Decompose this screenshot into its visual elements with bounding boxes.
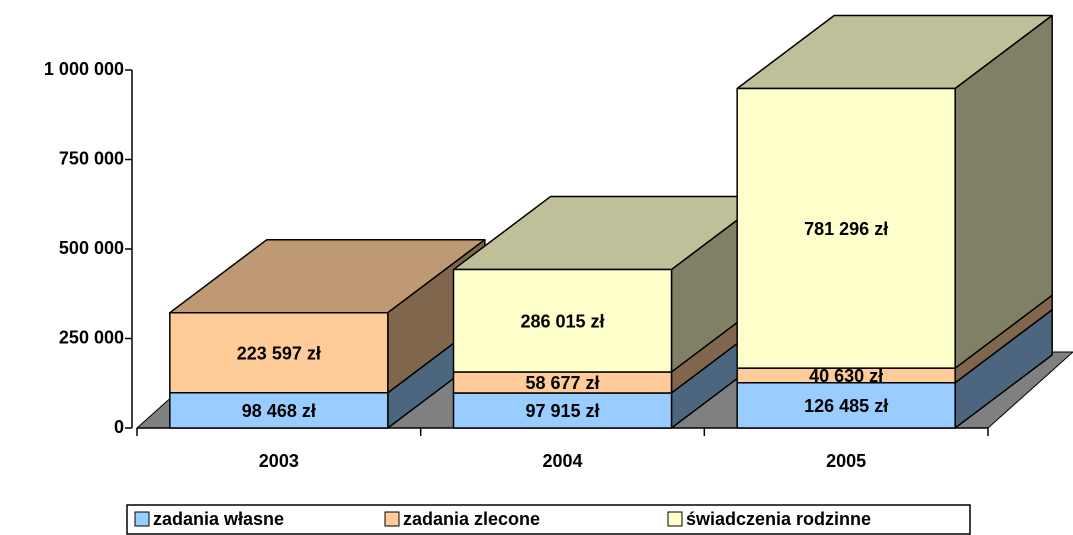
value-label: 58 677 zł bbox=[525, 373, 599, 393]
y-tick-label: 0 bbox=[114, 417, 124, 437]
y-tick-label: 250 000 bbox=[59, 327, 124, 347]
bar bbox=[736, 87, 956, 369]
legend-label: zadania własne bbox=[153, 509, 284, 529]
bar bbox=[452, 392, 673, 429]
value-label: 286 015 zł bbox=[520, 311, 604, 331]
y-tick-label: 1 000 000 bbox=[44, 59, 124, 79]
legend-box bbox=[126, 504, 971, 535]
x-tick-label: 2003 bbox=[259, 451, 299, 471]
legend-swatch bbox=[667, 511, 683, 527]
value-label: 223 597 zł bbox=[237, 343, 321, 363]
y-tick-label: 500 000 bbox=[59, 238, 124, 258]
value-label: 126 485 zł bbox=[804, 396, 888, 416]
value-label: 781 296 zł bbox=[804, 219, 888, 239]
value-label: 97 915 zł bbox=[525, 401, 599, 421]
x-tick-label: 2005 bbox=[826, 451, 866, 471]
value-label: 98 468 zł bbox=[242, 401, 316, 421]
legend-swatch bbox=[384, 511, 400, 527]
bar bbox=[736, 381, 956, 429]
value-label: 40 630 zł bbox=[809, 366, 883, 386]
legend-label: świadczenia rodzinne bbox=[686, 509, 871, 529]
y-tick-label: 750 000 bbox=[59, 148, 124, 168]
bar bbox=[169, 311, 389, 394]
x-tick-label: 2004 bbox=[542, 451, 582, 471]
legend-label: zadania zlecone bbox=[403, 509, 540, 529]
legend-swatch bbox=[134, 511, 150, 527]
bar bbox=[452, 268, 673, 373]
